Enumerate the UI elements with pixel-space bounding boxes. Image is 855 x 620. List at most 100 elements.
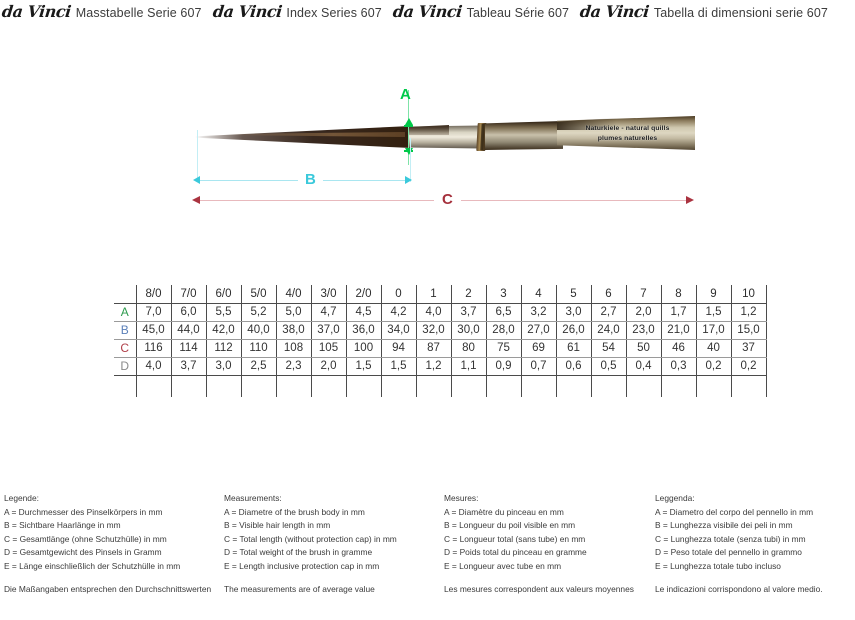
legend-german-line-b: B = Sichtbare Haarlänge in mm [4, 520, 121, 531]
table-cell [520, 375, 557, 397]
legend-english-note: The measurements are of average value [224, 583, 375, 594]
table-cell: 80 [450, 339, 487, 358]
table-cell: 0,9 [485, 357, 522, 376]
table-column-header: 5/0 [240, 285, 277, 304]
dimension-c-arrow-left-icon [192, 196, 200, 204]
brush-quill-rear [485, 121, 563, 150]
table-cell [695, 375, 732, 397]
table-cell [660, 375, 697, 397]
quill-label-line1: Naturkiele - natural quills [585, 125, 670, 132]
dimension-b-arrow-right-icon [405, 176, 412, 184]
table-cell: 34,0 [380, 321, 417, 340]
size-table: 8/0 7/0 6/0 5/0 4/0 3/0 2/0 0 1 2 3 4 5 6 7 8 9 10 A 7,0 6,… [114, 285, 767, 397]
dimension-a-line [408, 90, 409, 165]
table-cell: 6,5 [485, 303, 522, 322]
table-row-label: A [114, 303, 137, 322]
table-column-header: 6/0 [205, 285, 242, 304]
table-cell: 1,2 [730, 303, 767, 322]
table-cell: 2,5 [240, 357, 277, 376]
dimension-a-label: A [400, 86, 412, 103]
dimension-b-extension-left [197, 130, 198, 182]
table-cell: 37,0 [310, 321, 347, 340]
table-row: A 7,0 6,0 5,5 5,2 5,0 4,7 4,5 4,2 4,0 3,7 6,5 3,2 3,0… [114, 303, 767, 322]
table-cell: 100 [345, 339, 382, 358]
brand-logo-de: da Vinci [1, 2, 72, 21]
table-cell: 5,2 [240, 303, 277, 322]
quill-label-line2: plumes naturelles [597, 134, 658, 142]
table-cell: 4,0 [415, 303, 452, 322]
table-cell: 37 [730, 339, 767, 358]
table-cell [135, 375, 172, 397]
header-title-en: Index Series 607 [286, 6, 382, 20]
header-title-it: Tabella di dimensioni serie 607 [653, 6, 828, 20]
brush-illustration: Naturkiele - natural quills plumes natur… [195, 115, 695, 160]
brand-logo-en: da Vinci [211, 2, 283, 21]
table-cell [205, 375, 242, 397]
legend-english-spacer [224, 574, 446, 583]
legend-english-line-b: B = Visible hair length in mm [224, 520, 331, 531]
table-cell: 1,7 [660, 303, 697, 322]
table-cell: 21,0 [660, 321, 697, 340]
legend-italian-line-b: B = Lunghezza visibile dei peli in mm [655, 520, 793, 531]
table-cell [415, 375, 452, 397]
legend-german-line-c: C = Gesamtlänge (ohne Schutzhülle) in mm [4, 533, 167, 544]
table-cell: 0,3 [660, 357, 697, 376]
legend-french-line-c: C = Longueur total (sans tube) en mm [444, 533, 586, 544]
table-cell: 75 [485, 339, 522, 358]
legend-italian-line-d: D = Peso totale del pennello in grammo [655, 547, 802, 558]
header-title-fr: Tableau Série 607 [466, 6, 570, 20]
table-column-header: 6 [590, 285, 627, 304]
brand-logo-fr: da Vinci [391, 2, 463, 21]
table-cell [625, 375, 662, 397]
table-cell [345, 375, 382, 397]
table-cell: 7,0 [135, 303, 172, 322]
table-cell: 2,0 [625, 303, 662, 322]
table-cell [450, 375, 487, 397]
table-cell: 45,0 [135, 321, 172, 340]
dimension-b-extension-right [410, 138, 411, 182]
table-cell: 5,5 [205, 303, 242, 322]
table-cell [730, 375, 767, 397]
table-cell: 50 [625, 339, 662, 358]
table-cell: 0,7 [520, 357, 557, 376]
table-cell [170, 375, 207, 397]
legend-french-title: Mesures: [444, 493, 479, 503]
table-cell: 38,0 [275, 321, 312, 340]
table-cell [590, 375, 627, 397]
table-row: D 4,0 3,7 3,0 2,5 2,3 2,0 1,5 1,5 1,2 1,1 0,9 0,7 0,6… [114, 357, 767, 376]
table-column-header: 9 [695, 285, 732, 304]
quill-label: Naturkiele - natural quills plumes natur… [565, 124, 690, 144]
table-cell: 4,2 [380, 303, 417, 322]
table-column-header: 2 [450, 285, 487, 304]
table-cell: 112 [205, 339, 242, 358]
table-cell: 0,2 [695, 357, 732, 376]
legend-german-spacer [4, 574, 226, 583]
table-cell: 116 [135, 339, 172, 358]
legend-german: Legende: A = Durchmesser des Pinselkörpe… [4, 492, 226, 596]
table-cell: 28,0 [485, 321, 522, 340]
table-header-row: 8/0 7/0 6/0 5/0 4/0 3/0 2/0 0 1 2 3 4 5 6 7 8 9 10 [114, 285, 767, 304]
table-cell: 36,0 [345, 321, 382, 340]
legend-italian-title: Leggenda: [655, 493, 695, 503]
legend-english-title: Measurements: [224, 493, 282, 503]
legend-italian-spacer [655, 574, 855, 583]
table-cell: 44,0 [170, 321, 207, 340]
table-cell: 4,5 [345, 303, 382, 322]
legend-italian-note: Le indicazioni corrispondono al valore m… [655, 583, 823, 594]
table-column-header: 1 [415, 285, 452, 304]
table-cell: 23,0 [625, 321, 662, 340]
table-cell: 1,5 [695, 303, 732, 322]
table-cell: 5,0 [275, 303, 312, 322]
table-cell: 3,0 [555, 303, 592, 322]
table-cell: 105 [310, 339, 347, 358]
table-row-label: D [114, 357, 137, 376]
table-cell: 3,7 [170, 357, 207, 376]
legend-english-line-e: E = Length inclusive protection cap in m… [224, 561, 380, 572]
legend-german-note: Die Maßangaben entsprechen den Durchschn… [4, 583, 212, 594]
table-cell: 42,0 [205, 321, 242, 340]
table-column-header: 3/0 [310, 285, 347, 304]
dimension-a-arrow-up-icon [405, 118, 413, 125]
table-cell: 87 [415, 339, 452, 358]
table-row-label: C [114, 339, 137, 358]
table-column-header: 10 [730, 285, 767, 304]
